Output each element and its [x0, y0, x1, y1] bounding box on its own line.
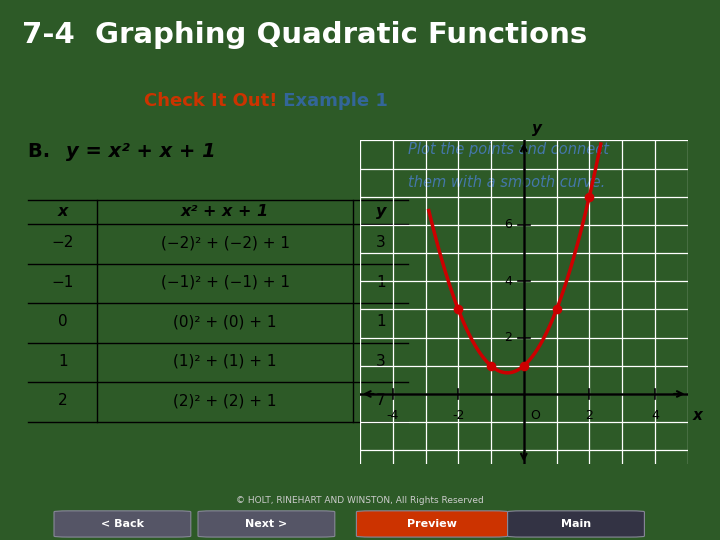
Point: [518, 361, 529, 370]
Text: Check It Out!: Check It Out!: [144, 92, 277, 110]
Text: x² + x + 1: x² + x + 1: [181, 204, 269, 219]
Text: 4: 4: [505, 275, 513, 288]
Text: (−1)² + (−1) + 1: (−1)² + (−1) + 1: [161, 274, 289, 289]
Text: © HOLT, RINEHART AND WINSTON, All Rights Reserved: © HOLT, RINEHART AND WINSTON, All Rights…: [236, 496, 484, 505]
Text: 7: 7: [376, 393, 385, 408]
Text: y: y: [376, 204, 386, 219]
Text: 3: 3: [376, 235, 386, 250]
Point: [452, 305, 464, 314]
Text: < Back: < Back: [101, 519, 144, 529]
Text: them with a smooth curve.: them with a smooth curve.: [408, 176, 606, 191]
Text: Preview: Preview: [407, 519, 457, 529]
Text: 1: 1: [58, 354, 68, 368]
FancyBboxPatch shape: [54, 511, 191, 537]
FancyBboxPatch shape: [198, 511, 335, 537]
Text: B.: B.: [28, 142, 57, 161]
Text: 7-4  Graphing Quadratic Functions: 7-4 Graphing Quadratic Functions: [22, 21, 587, 49]
Text: (1)² + (1) + 1: (1)² + (1) + 1: [174, 354, 277, 368]
Text: y = x² + x + 1: y = x² + x + 1: [66, 142, 216, 161]
Text: (0)² + (0) + 1: (0)² + (0) + 1: [174, 314, 277, 329]
FancyBboxPatch shape: [356, 511, 508, 537]
Text: (2)² + (2) + 1: (2)² + (2) + 1: [174, 393, 277, 408]
Text: Plot the points and connect: Plot the points and connect: [408, 142, 609, 157]
Point: [583, 192, 595, 201]
Text: y: y: [532, 121, 542, 136]
Text: Next >: Next >: [246, 519, 287, 529]
Text: 2: 2: [58, 393, 68, 408]
Text: Main: Main: [561, 519, 591, 529]
Text: 6: 6: [505, 218, 513, 232]
Text: O: O: [531, 409, 540, 422]
Text: 4: 4: [651, 409, 659, 422]
Point: [551, 305, 562, 314]
Text: (−2)² + (−2) + 1: (−2)² + (−2) + 1: [161, 235, 289, 250]
Text: 2: 2: [585, 409, 593, 422]
Text: 3: 3: [376, 354, 386, 368]
FancyBboxPatch shape: [508, 511, 644, 537]
Text: −2: −2: [52, 235, 74, 250]
Text: Example 1: Example 1: [277, 92, 388, 110]
Text: x: x: [58, 204, 68, 219]
Text: x: x: [693, 408, 703, 423]
Text: 1: 1: [376, 314, 385, 329]
Text: 0: 0: [58, 314, 68, 329]
Text: 1: 1: [376, 274, 385, 289]
Text: 2: 2: [505, 331, 513, 344]
Text: −1: −1: [52, 274, 74, 289]
Point: [485, 361, 497, 370]
Text: -2: -2: [452, 409, 464, 422]
Text: -4: -4: [387, 409, 399, 422]
